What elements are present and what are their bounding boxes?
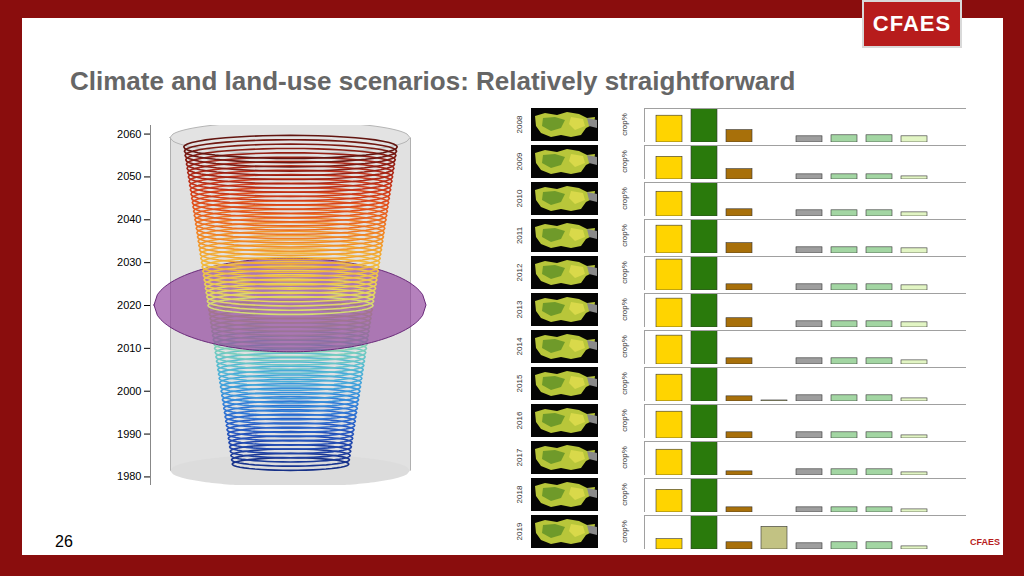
html-text:crop%: crop% (619, 187, 629, 210)
svg-text:2020: 2020 (117, 299, 141, 311)
html-text:CFAES: CFAES (970, 537, 1000, 547)
svg-text:2050: 2050 (117, 170, 141, 182)
html-text:CFAES: CFAES (872, 11, 952, 36)
html-text:crop%: crop% (619, 224, 629, 247)
svg-text:2030: 2030 (117, 256, 141, 268)
svg-text:2000: 2000 (117, 385, 141, 397)
html-text:2014: 2014 (515, 337, 525, 356)
html-text:crop%: crop% (619, 335, 629, 358)
html-text:crop%: crop% (619, 520, 629, 543)
html-text:2012: 2012 (515, 263, 525, 282)
svg-text:2060: 2060 (117, 128, 141, 140)
html-text:2019: 2019 (515, 522, 525, 541)
html-text:crop%: crop% (619, 298, 629, 321)
html-text:2016: 2016 (515, 411, 525, 430)
html-text:2008: 2008 (515, 115, 525, 134)
svg-text:2040: 2040 (117, 213, 141, 225)
html-text:crop%: crop% (619, 409, 629, 432)
html-text:Climate and land-use scenarios: Climate and land-use scenarios: Relative… (70, 66, 796, 96)
html-text:2010: 2010 (515, 189, 525, 208)
svg-text:1980: 1980 (117, 470, 141, 482)
html-text:crop%: crop% (619, 113, 629, 136)
html-text:26: 26 (55, 533, 73, 550)
html-text:crop%: crop% (619, 261, 629, 284)
html-text:2013: 2013 (515, 300, 525, 319)
html-text:crop%: crop% (619, 446, 629, 469)
svg-text:1990: 1990 (117, 428, 141, 440)
html-text:2011: 2011 (515, 226, 525, 245)
html-text:crop%: crop% (619, 150, 629, 173)
html-text:2017: 2017 (515, 448, 525, 467)
html-text:2018: 2018 (515, 485, 525, 504)
html-text:2015: 2015 (515, 374, 525, 393)
html-text:crop%: crop% (619, 372, 629, 395)
svg-text:2010: 2010 (117, 342, 141, 354)
html-text:crop%: crop% (619, 483, 629, 506)
html-text:2009: 2009 (515, 152, 525, 171)
